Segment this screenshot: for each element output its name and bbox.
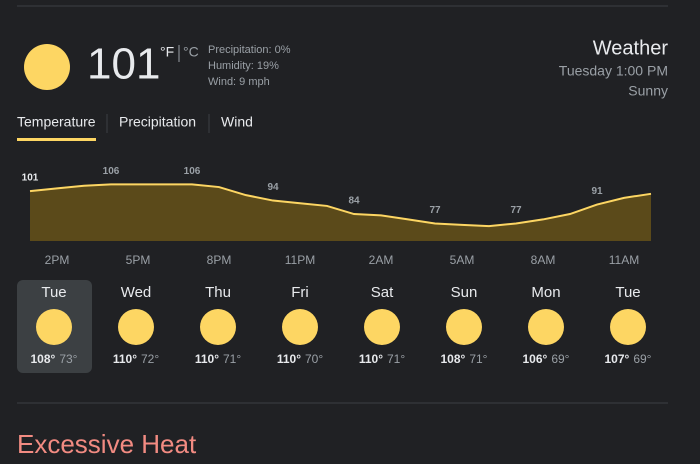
day-temps: 107° 69° (605, 352, 652, 366)
x-tick-label: 8AM (531, 253, 556, 267)
day-icon (446, 309, 482, 345)
day-high: 107° (605, 352, 630, 366)
day-name: Thu (205, 284, 231, 301)
day-high: 110° (195, 352, 219, 366)
day-temps: 110° 72° (113, 352, 160, 366)
day-temps: 108° 73° (31, 352, 78, 366)
day-card[interactable]: Fri 110° 70° (277, 284, 324, 366)
day-high: 108° (31, 352, 56, 366)
day-name: Fri (291, 284, 309, 301)
unit-f[interactable]: °F (160, 44, 174, 60)
value-label: 77 (429, 205, 441, 216)
day-icon (528, 309, 564, 345)
day-icon (36, 309, 72, 345)
x-tick-label: 5AM (450, 253, 475, 267)
day-icon (282, 309, 318, 345)
value-label: 84 (348, 196, 360, 207)
day-high: 110° (359, 352, 383, 366)
unit-c[interactable]: °C (183, 44, 199, 60)
tab-indicator (17, 138, 96, 141)
day-card[interactable]: Mon 106° 69° (523, 284, 570, 366)
day-temps: 110° 71° (359, 352, 406, 366)
alert-title[interactable]: Excessive Heat (17, 429, 197, 459)
value-label: 91 (591, 186, 603, 197)
x-tick-label: 2AM (369, 253, 394, 267)
day-card[interactable]: Wed 110° 72° (113, 284, 160, 366)
day-low: 70° (305, 352, 323, 366)
day-low: 73° (59, 352, 77, 366)
day-card[interactable]: Tue 107° 69° (605, 284, 652, 366)
day-low: 69° (633, 352, 651, 366)
value-label: 77 (510, 205, 522, 216)
precipitation: Precipitation: 0% (208, 44, 291, 56)
day-name: Wed (121, 284, 152, 301)
day-icon (200, 309, 236, 345)
temperature-line (29, 183, 652, 228)
value-label: 94 (267, 182, 279, 193)
x-tick-label: 2PM (45, 253, 70, 267)
value-label: 106 (103, 166, 120, 177)
day-card[interactable]: Sun 108° 71° (441, 284, 488, 366)
title: Weather (593, 37, 669, 59)
x-tick-label: 11AM (609, 253, 639, 267)
day-low: 69° (551, 352, 569, 366)
tab[interactable]: Precipitation (119, 114, 196, 130)
wind: Wind: 9 mph (208, 76, 270, 88)
day-card[interactable]: Tue 108° 73° (17, 280, 92, 373)
day-name: Tue (615, 284, 640, 301)
condition: Sunny (628, 83, 668, 99)
x-tick-label: 11PM (285, 253, 315, 267)
day-icon (610, 309, 646, 345)
day-low: 72° (141, 352, 159, 366)
day-name: Tue (41, 284, 66, 301)
x-tick-label: 5PM (126, 253, 151, 267)
sun-icon (24, 44, 70, 90)
temperature-area (30, 184, 651, 241)
day-temps: 108° 71° (441, 352, 488, 366)
x-tick-label: 8PM (207, 253, 232, 267)
day-card[interactable]: Thu 110° 71° (195, 284, 242, 366)
day-low: 71° (223, 352, 241, 366)
tab[interactable]: Temperature (17, 114, 96, 130)
value-label: 101 (22, 173, 39, 184)
day-name: Mon (531, 284, 560, 301)
day-icon (118, 309, 154, 345)
day-high: 108° (441, 352, 466, 366)
day-high: 110° (277, 352, 301, 366)
day-low: 71° (469, 352, 487, 366)
day-icon (364, 309, 400, 345)
day-name: Sat (371, 284, 394, 301)
day-temps: 106° 69° (523, 352, 570, 366)
tab[interactable]: Wind (221, 114, 253, 130)
humidity: Humidity: 19% (208, 60, 279, 72)
day-temps: 110° 70° (277, 352, 324, 366)
day-high: 110° (113, 352, 137, 366)
value-label: 106 (184, 166, 201, 177)
day-low: 71° (387, 352, 405, 366)
day-card[interactable]: Sat 110° 71° (359, 284, 406, 366)
current-temperature: 101 (87, 40, 160, 89)
time: Tuesday 1:00 PM (559, 63, 668, 79)
day-name: Sun (451, 284, 478, 301)
day-high: 106° (523, 352, 548, 366)
day-temps: 110° 71° (195, 352, 242, 366)
